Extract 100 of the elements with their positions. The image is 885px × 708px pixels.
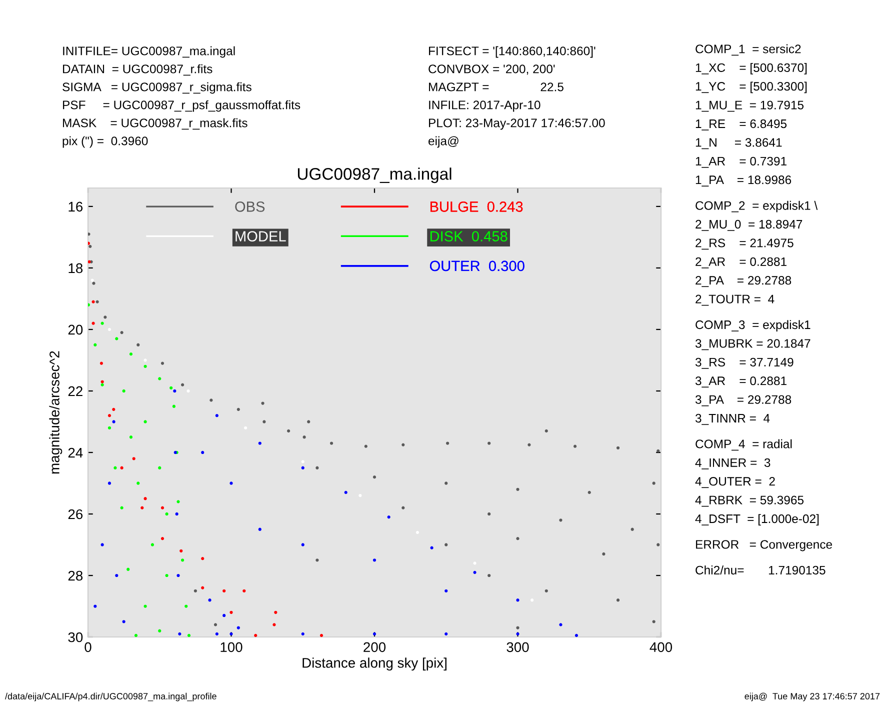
text: 2_AR = 0.2881 (696, 257, 786, 268)
text: eija@ (428, 136, 458, 148)
point (301, 632, 304, 636)
y-tick-label: 22 (68, 386, 82, 396)
point (144, 497, 147, 500)
point (316, 466, 319, 470)
point (372, 558, 376, 562)
point (180, 549, 183, 552)
point (222, 614, 226, 618)
point (104, 316, 107, 319)
x-tick-label: 100 (220, 642, 242, 652)
point (94, 604, 97, 608)
point (372, 476, 376, 479)
y-tick-label: 16 (68, 202, 83, 212)
y-tick-label: 30 (68, 632, 83, 642)
y-tick-label: 18 (68, 263, 83, 274)
point (158, 629, 162, 632)
point (176, 500, 180, 504)
point (172, 404, 176, 408)
point (301, 543, 304, 546)
point (115, 574, 118, 578)
point (160, 506, 164, 510)
point (272, 623, 276, 626)
point (444, 543, 448, 546)
point (488, 512, 491, 516)
point (92, 282, 96, 285)
point (387, 516, 390, 519)
point (446, 442, 450, 445)
legend-label: BULGE 0.243 (430, 202, 523, 212)
point (236, 626, 240, 630)
point (444, 589, 448, 592)
legend-label: MODEL (236, 231, 286, 242)
point (90, 278, 94, 282)
point (215, 632, 218, 636)
point (402, 506, 405, 510)
point (187, 634, 191, 637)
text: 3_AR = 0.2881 (695, 376, 786, 388)
text: 3_MUBRK = 20.1847 (695, 339, 810, 350)
point (165, 512, 168, 516)
point (444, 632, 448, 636)
point (544, 589, 548, 592)
point (160, 362, 164, 365)
text: ERROR = Convergence (696, 540, 832, 552)
point (262, 420, 266, 424)
point (261, 402, 264, 405)
text: COMP_4 = radial (696, 439, 792, 451)
point (208, 598, 212, 602)
point (344, 490, 348, 494)
point (630, 528, 634, 531)
text: 1_XC = [500.6370] (696, 63, 807, 74)
point (444, 482, 448, 485)
point (544, 429, 548, 433)
point (126, 568, 130, 571)
text: INFILE: 2017-Apr-10 (429, 100, 540, 112)
point (132, 457, 136, 460)
point (140, 506, 144, 510)
point (165, 574, 168, 578)
point (100, 322, 104, 325)
point (516, 626, 520, 630)
text: CONVBOX = '200, 200' (428, 64, 555, 75)
point (100, 543, 104, 546)
point (258, 442, 262, 445)
text: 1_PA = 18.9986 (696, 176, 792, 186)
text: 2_TOUTR = 4 (696, 294, 774, 306)
point (258, 528, 262, 531)
point (160, 537, 164, 540)
point (574, 634, 578, 637)
text: 2_PA = 29.2788 (696, 276, 792, 287)
text: eija@ Tue May 23 17:46:57 2017 (744, 692, 880, 702)
point (100, 380, 104, 384)
point (175, 512, 178, 516)
point (573, 444, 577, 448)
point (120, 466, 124, 470)
point (222, 589, 226, 592)
point (201, 450, 204, 454)
point (134, 634, 138, 637)
text: 2_RS = 21.4975 (696, 238, 794, 250)
point (230, 610, 233, 614)
point (320, 634, 324, 637)
point (254, 634, 258, 637)
point (88, 244, 92, 248)
text: DATAIN = UGC00987_r.fits (63, 64, 212, 76)
point (144, 604, 147, 608)
point (150, 543, 154, 546)
point (108, 414, 112, 418)
point (236, 408, 240, 411)
point (588, 490, 591, 494)
point (430, 546, 434, 550)
point (170, 386, 173, 390)
text: INITFILE= UGC00987_ma.ingal (63, 46, 235, 58)
point (488, 574, 491, 578)
y-tick-label: 24 (68, 448, 83, 458)
text: 3_TINNR = 4 (695, 414, 770, 425)
point (180, 558, 184, 562)
text: COMP_1 = sersic2 (696, 44, 801, 56)
text: MAGZPT = 22.5 (429, 82, 564, 92)
text: 1_N = 3.8641 (696, 138, 782, 150)
x-tick-label: 300 (506, 642, 529, 652)
point (602, 552, 606, 556)
point (180, 383, 184, 386)
